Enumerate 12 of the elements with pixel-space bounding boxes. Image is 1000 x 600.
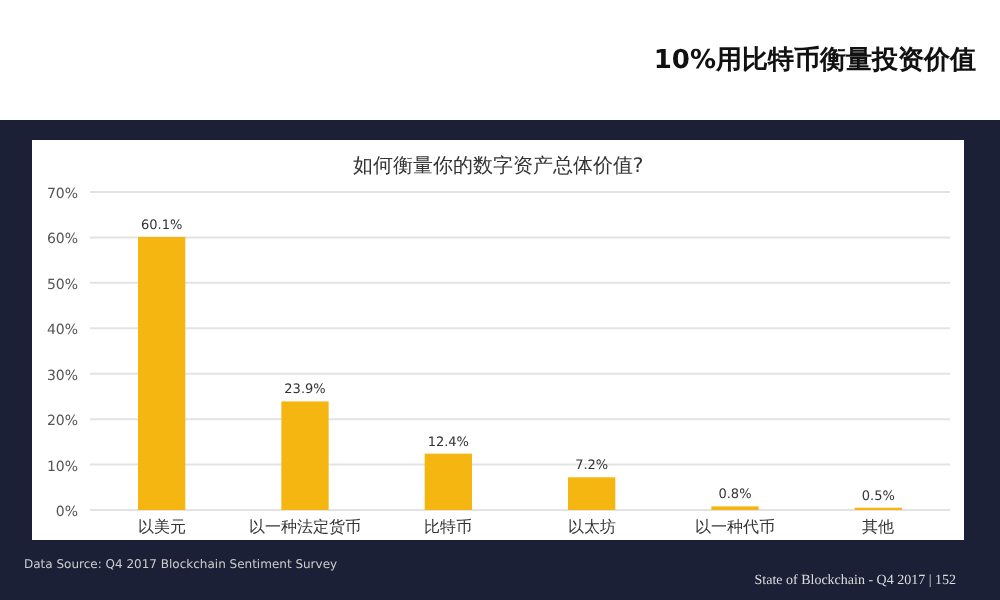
x-tick-label: 以一种代币 <box>695 518 775 536</box>
bar <box>568 477 616 510</box>
x-tick-label: 其他 <box>862 518 895 536</box>
chart-title: 如何衡量你的数字资产总体价值? <box>352 154 644 178</box>
x-tick-label: 以美元 <box>137 518 186 536</box>
text: 10%用比特币衡量投资价值 <box>653 44 976 76</box>
x-tick-label: 以一种法定货币 <box>249 518 361 536</box>
x-tick-label: 以太坊 <box>567 518 616 536</box>
bar <box>138 236 186 510</box>
x-tick-label: 比特币 <box>424 518 473 536</box>
bar <box>424 453 472 510</box>
bar <box>281 401 329 510</box>
